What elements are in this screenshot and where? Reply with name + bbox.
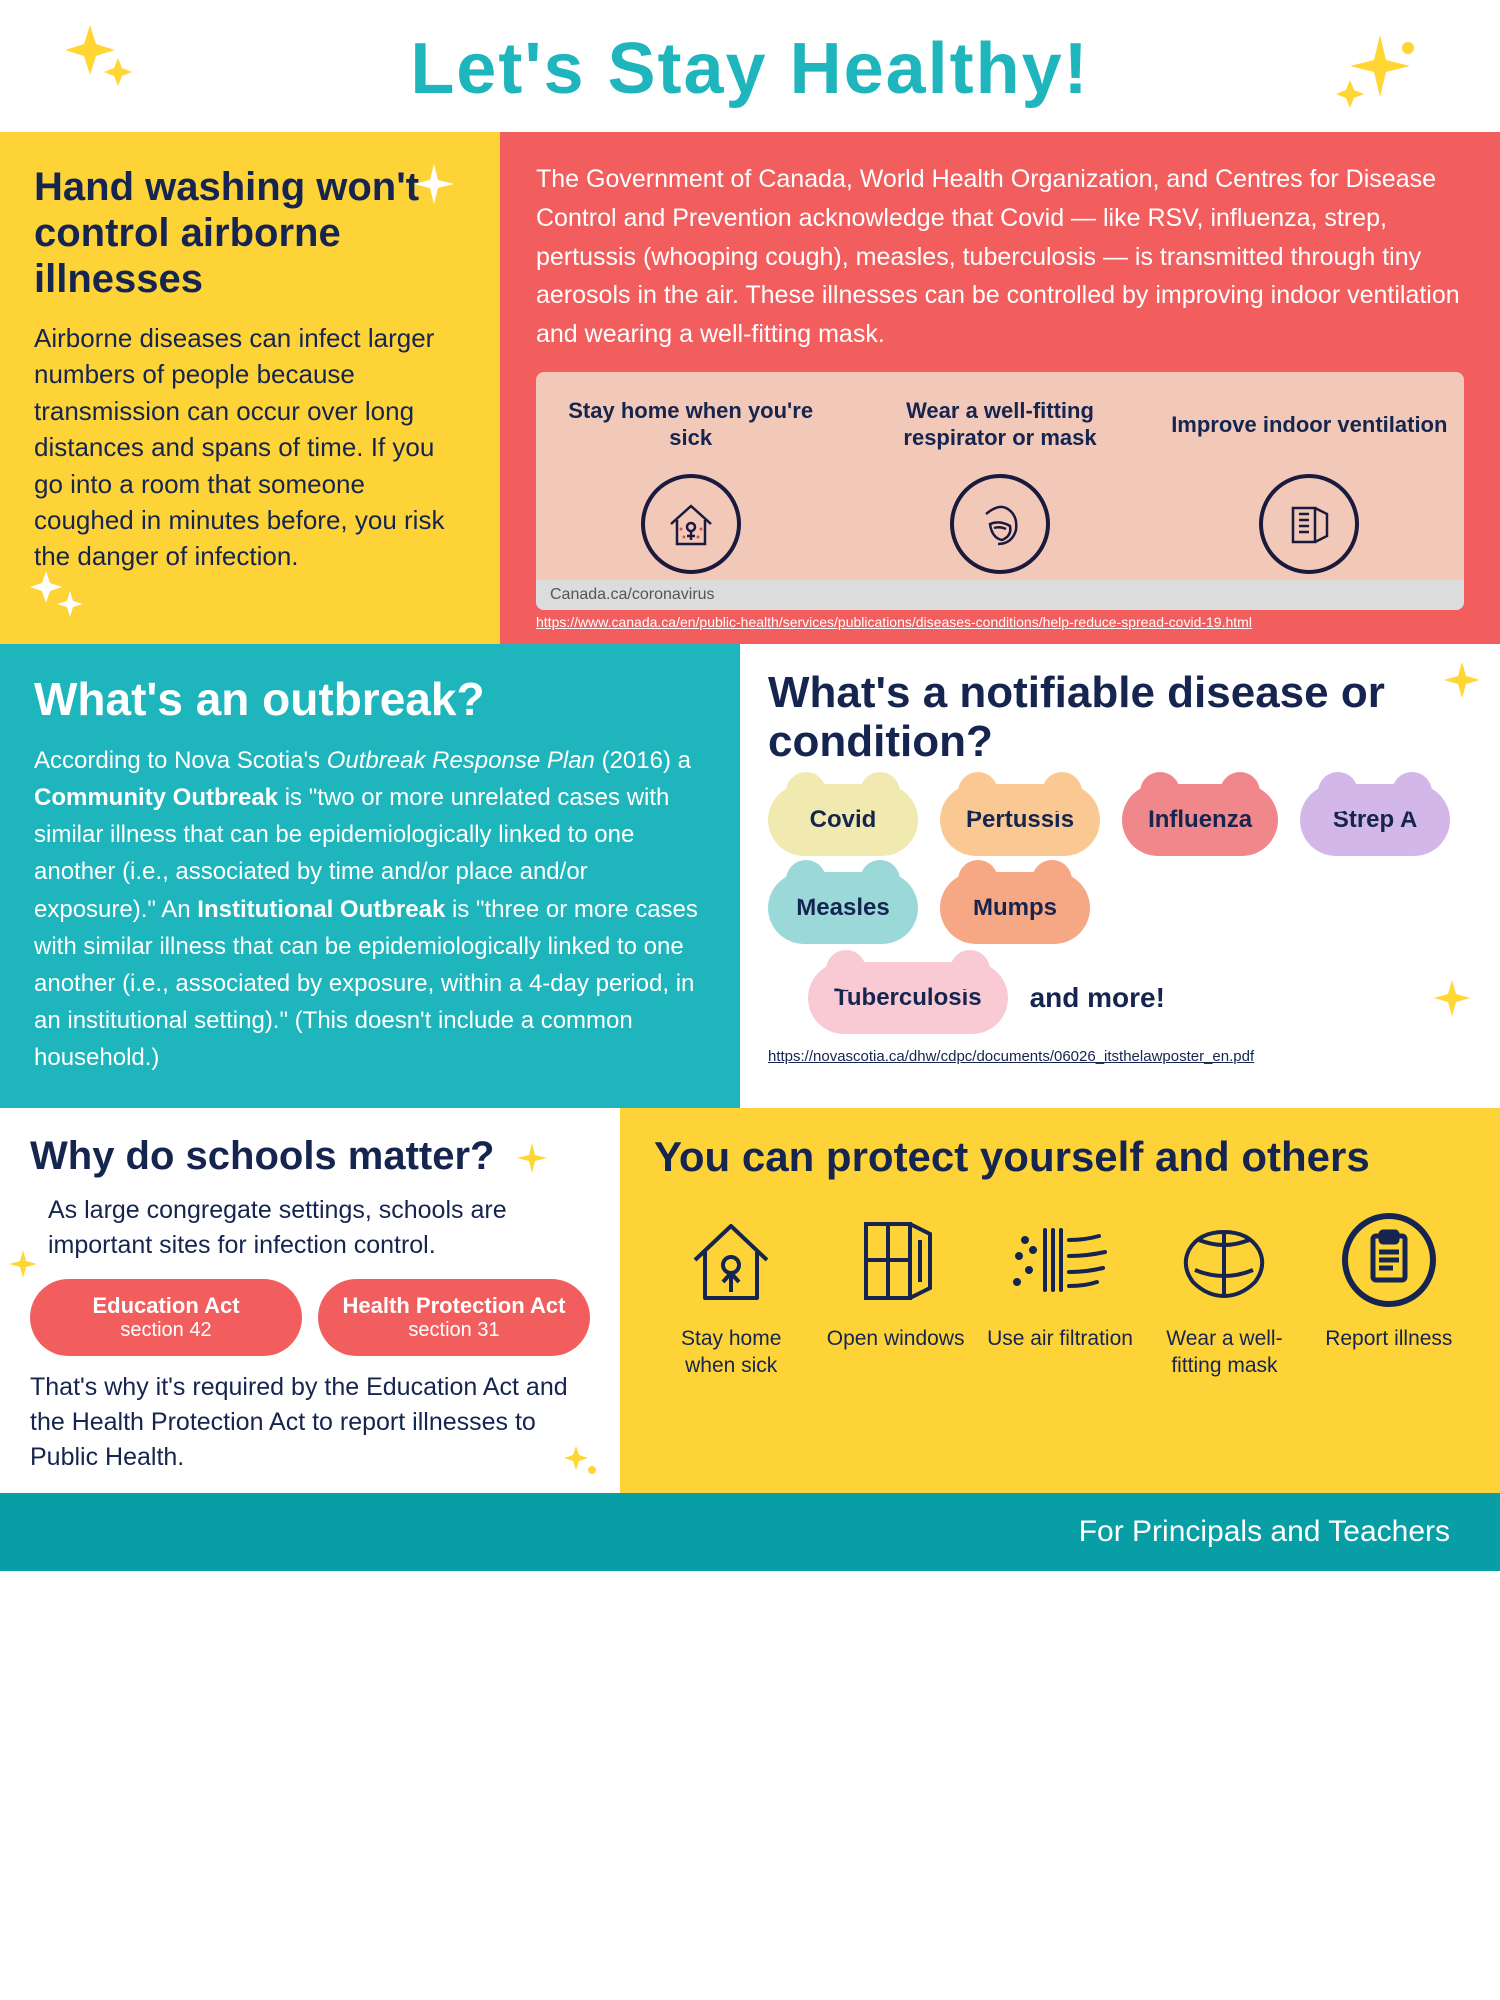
outbreak-body: According to Nova Scotia's Outbreak Resp… — [34, 742, 706, 1077]
health-act-pill: Health Protection Act section 31 — [318, 1279, 590, 1356]
cloud-pertussis: Pertussis — [940, 784, 1100, 856]
act-pills: Education Act section 42 Health Protecti… — [30, 1279, 590, 1356]
infographic-page: Let's Stay Healthy! Hand washing won't c… — [0, 0, 1500, 1571]
handwash-body: Airborne diseases can infect larger numb… — [34, 320, 466, 575]
sparkle-icon — [28, 569, 88, 624]
row-2: What's an outbreak? According to Nova Sc… — [0, 644, 1500, 1109]
govt-body: The Government of Canada, World Health O… — [536, 160, 1464, 354]
home-icon — [641, 474, 741, 574]
cloud-strep: Strep A — [1300, 784, 1450, 856]
handwash-heading: Hand washing won't control airborne illn… — [34, 164, 466, 302]
notifiable-panel: What's a notifiable disease or condition… — [740, 644, 1500, 1109]
schools-panel: Why do schools matter? As large congrega… — [0, 1108, 620, 1493]
home-icon — [654, 1205, 808, 1315]
pill-sub: section 31 — [408, 1319, 499, 1341]
icon-label: Wear a well-fitting mask — [1147, 1325, 1301, 1380]
outbreak-heading: What's an outbreak? — [34, 672, 706, 726]
outbreak-panel: What's an outbreak? According to Nova Sc… — [0, 644, 740, 1109]
header: Let's Stay Healthy! — [0, 0, 1500, 132]
cloud-mumps: Mumps — [940, 872, 1090, 944]
tip-label: Wear a well-fitting respirator or mask — [859, 386, 1140, 464]
cloud-influenza: Influenza — [1122, 784, 1278, 856]
pill-title: Education Act — [50, 1293, 282, 1319]
protect-heading: You can protect yourself and others — [654, 1134, 1466, 1180]
tip-stay-home: Stay home when you're sick — [536, 386, 845, 574]
footer-bar: For Principals and Teachers — [0, 1493, 1500, 1571]
icon-open-windows: Open windows — [818, 1205, 972, 1380]
footer-text: For Principals and Teachers — [1079, 1515, 1450, 1548]
tip-label: Improve indoor ventilation — [1169, 386, 1450, 464]
education-act-pill: Education Act section 42 — [30, 1279, 302, 1356]
pill-sub: section 42 — [120, 1319, 211, 1341]
filter-icon — [983, 1205, 1137, 1315]
protect-icon-row: Stay home when sick Open windows Use air… — [654, 1205, 1466, 1380]
icon-label: Open windows — [818, 1325, 972, 1352]
sparkle-icon — [1442, 660, 1482, 705]
ventilation-icon — [1259, 474, 1359, 574]
tips-panel: Stay home when you're sick Wear a well-f… — [536, 372, 1464, 610]
tips-row: Stay home when you're sick Wear a well-f… — [536, 372, 1464, 580]
schools-outro: That's why it's required by the Educatio… — [30, 1370, 590, 1475]
sparkle-icon — [514, 1141, 550, 1177]
cloud-row-2: Tuberculosis and more! — [768, 962, 1472, 1034]
govt-panel: The Government of Canada, World Health O… — [500, 132, 1500, 644]
govt-source-link[interactable]: https://www.canada.ca/en/public-health/s… — [536, 614, 1464, 630]
schools-heading: Why do schools matter? — [30, 1134, 590, 1179]
cloud-measles: Measles — [768, 872, 918, 944]
tip-ventilation: Improve indoor ventilation — [1155, 386, 1464, 574]
mask-icon — [1147, 1205, 1301, 1315]
row-3: Why do schools matter? As large congrega… — [0, 1108, 1500, 1493]
window-icon — [818, 1205, 972, 1315]
cloud-covid: Covid — [768, 784, 918, 856]
sparkle-icon — [6, 1248, 40, 1287]
tip-mask: Wear a well-fitting respirator or mask — [845, 386, 1154, 574]
tips-footer: Canada.ca/coronavirus — [536, 580, 1464, 610]
notifiable-source-link[interactable]: https://novascotia.ca/dhw/cdpc/documents… — [768, 1048, 1472, 1065]
sparkle-icon — [1330, 30, 1420, 120]
schools-intro: As large congregate settings, schools ar… — [48, 1193, 590, 1263]
cloud-grid: Covid Pertussis Influenza Strep A Measle… — [768, 784, 1472, 944]
row-1: Hand washing won't control airborne illn… — [0, 132, 1500, 644]
protect-panel: You can protect yourself and others Stay… — [620, 1108, 1500, 1493]
icon-label: Report illness — [1312, 1325, 1466, 1352]
icon-label: Use air filtration — [983, 1325, 1137, 1352]
sparkle-icon — [412, 162, 456, 211]
and-more-text: and more! — [1030, 982, 1165, 1014]
icon-mask: Wear a well-fitting mask — [1147, 1205, 1301, 1380]
page-title: Let's Stay Healthy! — [410, 28, 1089, 110]
pill-title: Health Protection Act — [338, 1293, 570, 1319]
icon-stay-home: Stay home when sick — [654, 1205, 808, 1380]
mask-icon — [950, 474, 1050, 574]
notifiable-heading: What's a notifiable disease or condition… — [768, 668, 1472, 767]
icon-label: Stay home when sick — [654, 1325, 808, 1380]
sparkle-icon — [1432, 978, 1472, 1018]
clipboard-icon — [1312, 1205, 1466, 1315]
sparkle-icon — [60, 20, 140, 100]
tip-label: Stay home when you're sick — [550, 386, 831, 464]
cloud-tuberculosis: Tuberculosis — [808, 962, 1008, 1034]
icon-air-filtration: Use air filtration — [983, 1205, 1137, 1380]
sparkle-icon — [562, 1444, 602, 1485]
icon-report: Report illness — [1312, 1205, 1466, 1380]
handwash-panel: Hand washing won't control airborne illn… — [0, 132, 500, 644]
